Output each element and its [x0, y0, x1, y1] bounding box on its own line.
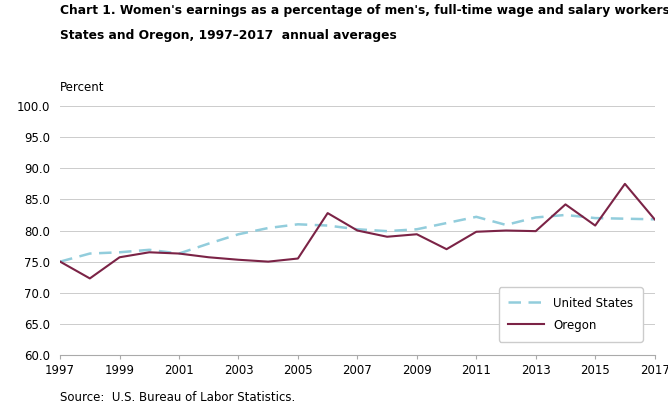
- Oregon: [175, 251, 183, 256]
- Oregon: [324, 211, 332, 215]
- United States: [502, 222, 510, 227]
- Oregon: [621, 182, 629, 186]
- Line: United States: United States: [60, 215, 655, 262]
- United States: [204, 241, 212, 246]
- Oregon: [383, 234, 391, 239]
- United States: [234, 232, 242, 237]
- United States: [651, 217, 659, 222]
- Oregon: [86, 276, 94, 281]
- Oregon: [264, 259, 272, 264]
- Oregon: [651, 217, 659, 222]
- United States: [146, 247, 154, 252]
- Oregon: [146, 250, 154, 255]
- United States: [56, 259, 64, 264]
- Oregon: [353, 228, 361, 233]
- Legend: United States, Oregon: United States, Oregon: [499, 287, 643, 341]
- United States: [264, 226, 272, 231]
- United States: [324, 223, 332, 228]
- Oregon: [116, 255, 124, 260]
- Oregon: [472, 229, 480, 234]
- United States: [413, 227, 421, 232]
- Oregon: [532, 229, 540, 234]
- United States: [116, 250, 124, 255]
- Text: States and Oregon, 1997–2017  annual averages: States and Oregon, 1997–2017 annual aver…: [60, 29, 397, 42]
- United States: [591, 215, 599, 220]
- Text: Percent: Percent: [60, 81, 105, 94]
- United States: [383, 229, 391, 234]
- Text: Chart 1. Women's earnings as a percentage of men's, full-time wage and salary wo: Chart 1. Women's earnings as a percentag…: [60, 4, 668, 17]
- Oregon: [234, 257, 242, 262]
- Oregon: [294, 256, 302, 261]
- United States: [353, 227, 361, 232]
- United States: [175, 251, 183, 256]
- Oregon: [561, 202, 569, 207]
- Oregon: [442, 247, 450, 252]
- Oregon: [413, 232, 421, 237]
- United States: [561, 213, 569, 217]
- Line: Oregon: Oregon: [60, 184, 655, 278]
- Text: Source:  U.S. Bureau of Labor Statistics.: Source: U.S. Bureau of Labor Statistics.: [60, 391, 295, 404]
- United States: [442, 221, 450, 226]
- United States: [294, 222, 302, 227]
- Oregon: [591, 223, 599, 228]
- Oregon: [502, 228, 510, 233]
- Oregon: [204, 255, 212, 260]
- United States: [86, 251, 94, 256]
- Oregon: [56, 259, 64, 264]
- United States: [621, 216, 629, 221]
- United States: [532, 215, 540, 220]
- United States: [472, 214, 480, 219]
